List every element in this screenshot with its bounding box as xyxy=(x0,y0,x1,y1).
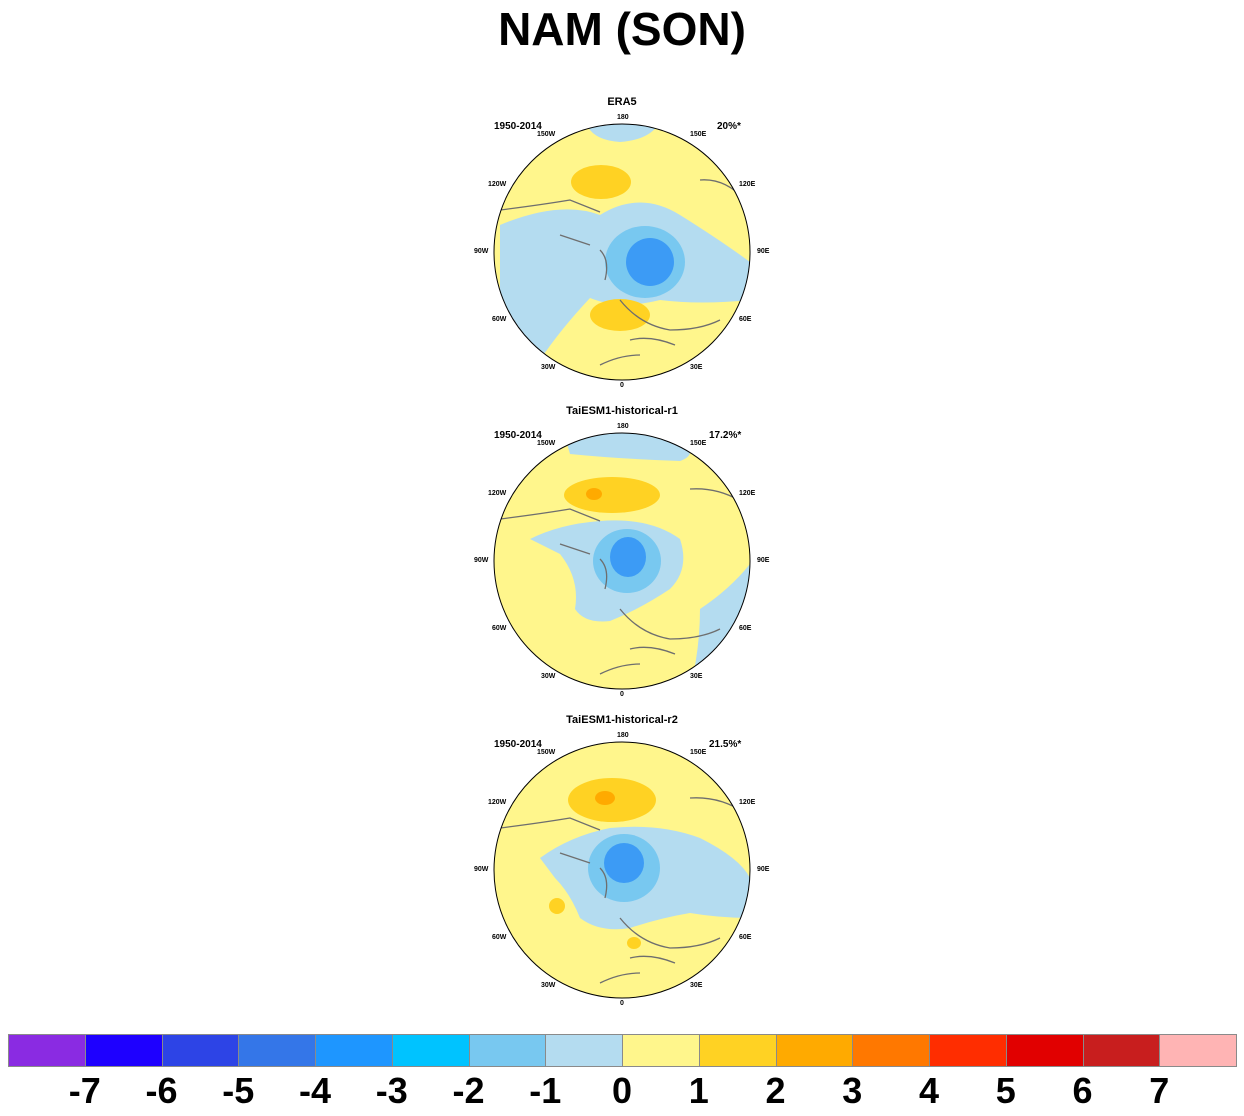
positive-anomaly-region xyxy=(549,898,565,914)
coastline xyxy=(499,488,746,675)
colorbar-tick-label: -2 xyxy=(452,1070,485,1111)
positive-anomaly-region xyxy=(564,477,660,513)
negative-anomaly-core xyxy=(604,843,644,883)
lon-label: 30E xyxy=(690,673,703,680)
lon-label: 60E xyxy=(739,625,752,632)
variance-label: 20%* xyxy=(717,121,741,132)
colorbar-tick-label: -3 xyxy=(375,1070,408,1111)
colorbar-box xyxy=(468,1034,547,1067)
positive-anomaly-core xyxy=(595,791,615,805)
lon-label: 60E xyxy=(739,934,752,941)
period-label: 1950-2014 xyxy=(494,430,542,441)
colorbar-tick-label: -5 xyxy=(222,1070,255,1111)
negative-anomaly-core xyxy=(610,537,646,577)
negative-anomaly-region xyxy=(585,124,660,142)
colorbar-tick-label: 4 xyxy=(918,1070,940,1111)
lon-label: 30W xyxy=(541,364,556,371)
colorbar-tick-label: 2 xyxy=(765,1070,786,1111)
positive-anomaly-region xyxy=(627,937,641,949)
period-label: 1950-2014 xyxy=(494,121,542,132)
colorbar-tick-label: 5 xyxy=(995,1070,1016,1111)
colorbar-box xyxy=(545,1034,623,1067)
lon-label: 120E xyxy=(739,490,756,497)
colorbar-box xyxy=(161,1034,240,1067)
colorbar-box xyxy=(698,1034,777,1067)
lon-label: 150W xyxy=(537,131,556,138)
lon-label: 180 xyxy=(617,114,629,121)
lon-label: 150E xyxy=(690,131,707,138)
map-panel-taiesm1-r2: TaiESM1-historical-r2 1950-2014 21.5%* 1… xyxy=(0,618,1244,1018)
negative-anomaly-core xyxy=(626,238,674,286)
lon-label: 60E xyxy=(739,316,752,323)
polar-map xyxy=(493,741,751,999)
colorbar-box xyxy=(852,1034,930,1067)
lon-label: 120E xyxy=(739,181,756,188)
lon-label: 150E xyxy=(690,440,707,447)
polar-map xyxy=(493,123,751,381)
panel-title: ERA5 xyxy=(607,96,637,108)
lon-label: 150E xyxy=(690,749,707,756)
lon-label: 30W xyxy=(541,673,556,680)
colorbar xyxy=(8,1034,1237,1069)
map-panel-taiesm1-r1: TaiESM1-historical-r1 1950-2014 17.2%* 1… xyxy=(0,309,1244,709)
lon-label: 120W xyxy=(488,490,507,497)
colorbar-box xyxy=(622,1034,700,1067)
lon-label: 90W xyxy=(474,248,489,255)
polar-map xyxy=(493,432,751,690)
colorbar-box xyxy=(1159,1034,1237,1067)
figure-title: NAM (SON) xyxy=(498,3,746,55)
panel-title: TaiESM1-historical-r1 xyxy=(566,405,678,417)
lon-label: 90E xyxy=(757,866,770,873)
lon-label: 120E xyxy=(739,799,756,806)
colorbar-tick-label: 7 xyxy=(1149,1070,1170,1111)
lon-label: 180 xyxy=(617,423,629,430)
lon-label: 120W xyxy=(488,181,507,188)
variance-label: 21.5%* xyxy=(709,739,742,750)
lon-label: 120W xyxy=(488,799,507,806)
positive-anomaly-region xyxy=(590,299,650,331)
colorbar-tick-label: 6 xyxy=(1072,1070,1093,1111)
period-label: 1950-2014 xyxy=(494,739,542,750)
lon-label: 60W xyxy=(492,316,507,323)
colorbar-box xyxy=(84,1034,163,1067)
lon-label: 30W xyxy=(541,982,556,989)
colorbar-box xyxy=(929,1034,1007,1067)
colorbar-box xyxy=(775,1034,854,1067)
coastline xyxy=(499,797,746,984)
lon-label: 150W xyxy=(537,440,556,447)
lon-label: 90E xyxy=(757,557,770,564)
colorbar-box xyxy=(1082,1034,1161,1067)
lon-label: 0 xyxy=(620,1000,624,1007)
variance-label: 17.2%* xyxy=(709,430,742,441)
colorbar-box xyxy=(315,1034,393,1067)
colorbar-tick-label: -4 xyxy=(298,1070,332,1111)
map-panel-era5: ERA5 1950-2014 20%* 180 150W 150E 120W 1… xyxy=(0,0,1244,400)
panel-title: TaiESM1-historical-r2 xyxy=(566,714,678,726)
colorbar-tick-label: -1 xyxy=(529,1070,562,1111)
lon-label: 90E xyxy=(757,248,770,255)
colorbar-box xyxy=(391,1034,470,1067)
colorbar-box xyxy=(238,1034,316,1067)
lon-label: 30E xyxy=(690,982,703,989)
lon-label: 0 xyxy=(620,382,624,389)
colorbar-tick-label: 3 xyxy=(842,1070,863,1111)
lon-label: 180 xyxy=(617,732,629,739)
colorbar-tick-label: -7 xyxy=(68,1070,101,1111)
positive-anomaly-region xyxy=(571,165,631,199)
lon-label: 0 xyxy=(620,691,624,698)
lon-label: 150W xyxy=(537,749,556,756)
lon-label: 60W xyxy=(492,934,507,941)
colorbar-box xyxy=(1005,1034,1084,1067)
colorbar-tick-label: -6 xyxy=(145,1070,178,1111)
lon-label: 90W xyxy=(474,557,489,564)
colorbar-tick-label: 1 xyxy=(688,1070,709,1111)
colorbar-tick-label: 0 xyxy=(611,1070,633,1111)
lon-label: 90W xyxy=(474,866,489,873)
colorbar-box xyxy=(8,1034,86,1067)
coastline xyxy=(499,179,746,366)
lon-label: 30E xyxy=(690,364,703,371)
positive-anomaly-core xyxy=(586,488,602,500)
lon-label: 60W xyxy=(492,625,507,632)
